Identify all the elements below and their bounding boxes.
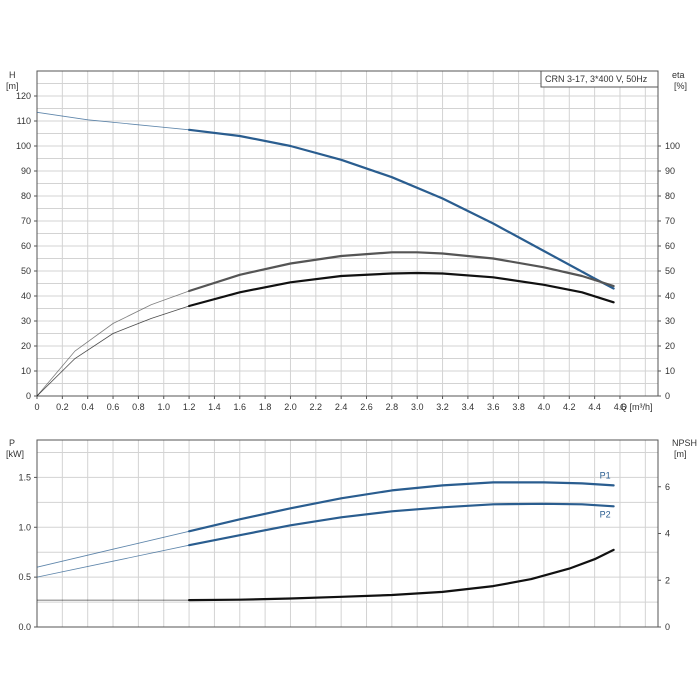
- x-tick-label: 1.2: [183, 402, 196, 412]
- x-tick-label: 0: [34, 402, 39, 412]
- x-tick-label: 0.2: [56, 402, 69, 412]
- left-tick-label: 50: [21, 266, 31, 276]
- bottom-panel: 0.0 0.5 1.0 1.5 0 2 4 6 P[kW] NPSH[m] P1 P2: [6, 438, 697, 632]
- series-npsh: [188, 548, 615, 602]
- left-tick-label: 1.0: [18, 522, 31, 532]
- legend-box: [540, 70, 659, 88]
- x-tick-label: 3.0: [411, 402, 424, 412]
- series-p1: [188, 481, 615, 533]
- series-eta_black-extrapolated: [36, 305, 190, 397]
- x-tick-label: 2.4: [335, 402, 348, 412]
- right-tick-label: 10: [665, 366, 675, 376]
- right-tick-label: 40: [665, 291, 675, 301]
- left-tick-label: 100: [16, 141, 31, 151]
- right-tick-label: 0: [665, 622, 670, 632]
- series-p1-extrapolated: [36, 530, 190, 568]
- right-tick-label: 4: [665, 529, 670, 539]
- series-eta_black: [188, 271, 615, 308]
- x-tick-label: 0.4: [81, 402, 94, 412]
- left-tick-label: 0.5: [18, 572, 31, 582]
- right-tick-label: 80: [665, 191, 675, 201]
- x-tick-label: 0.6: [107, 402, 120, 412]
- right-tick-label: 100: [665, 141, 680, 151]
- x-tick-label: 1.8: [259, 402, 272, 412]
- left-tick-label: 0: [26, 391, 31, 401]
- left-tick-label: 20: [21, 341, 31, 351]
- legend: CRN 3-17, 3*400 V, 50Hz: [540, 70, 659, 88]
- left-tick-label: 60: [21, 241, 31, 251]
- x-tick-label: 3.2: [436, 402, 449, 412]
- left-axis-title: P: [9, 438, 15, 448]
- x-tick-label: 2.6: [360, 402, 373, 412]
- left-tick-label: 1.5: [18, 472, 31, 482]
- left-tick-label: 80: [21, 191, 31, 201]
- x-tick-label: 2.2: [310, 402, 323, 412]
- left-tick-label: 120: [16, 91, 31, 101]
- left-axis-unit: [kW]: [6, 449, 24, 459]
- series-p2: [188, 502, 615, 547]
- left-tick-label: 0.0: [18, 622, 31, 632]
- left-tick-label: 110: [17, 116, 31, 126]
- x-tick-label: 1.4: [208, 402, 221, 412]
- series-h-extrapolated: [36, 111, 190, 131]
- x-axis-label: Q [m³/h]: [620, 402, 653, 412]
- right-axis-unit: [%]: [674, 81, 687, 91]
- series-eta_gray-extrapolated: [36, 290, 190, 397]
- left-axis-title: H: [9, 70, 16, 80]
- right-tick-label: 90: [665, 166, 675, 176]
- left-tick-label: 10: [21, 366, 31, 376]
- plot-frame: [36, 439, 659, 628]
- right-tick-label: 70: [665, 216, 675, 226]
- left-tick-label: 70: [21, 216, 31, 226]
- x-tick-label: 3.8: [512, 402, 525, 412]
- x-tick-label: 3.6: [487, 402, 500, 412]
- x-tick-label: 2.0: [284, 402, 297, 412]
- x-tick-label: 1.0: [157, 402, 170, 412]
- x-tick-label: 4.2: [563, 402, 576, 412]
- series-p2-extrapolated: [36, 544, 190, 578]
- series-eta_gray: [188, 251, 615, 293]
- left-tick-label: 90: [21, 166, 31, 176]
- series-label-p2: P2: [600, 509, 611, 519]
- x-tick-label: 2.8: [386, 402, 399, 412]
- left-tick-label: 40: [21, 291, 31, 301]
- right-tick-label: 50: [665, 266, 675, 276]
- x-tick-label: 0.8: [132, 402, 145, 412]
- legend-text: CRN 3-17, 3*400 V, 50Hz: [545, 74, 648, 84]
- x-tick-label: 4.6: [614, 402, 627, 412]
- right-axis-title: eta: [672, 70, 685, 80]
- x-tick-label: 4.4: [588, 402, 601, 412]
- right-tick-label: 30: [665, 316, 675, 326]
- x-tick-label: 1.6: [234, 402, 247, 412]
- right-tick-label: 60: [665, 241, 675, 251]
- right-tick-label: 0: [665, 391, 670, 401]
- right-axis-unit: [m]: [674, 449, 687, 459]
- x-tick-label: 4.0: [538, 402, 551, 412]
- plot-frame: [36, 70, 659, 397]
- series-h: [188, 128, 615, 290]
- right-tick-label: 6: [665, 482, 670, 492]
- right-axis-title: NPSH: [672, 438, 697, 448]
- left-tick-label: 30: [21, 316, 31, 326]
- series-label-p1: P1: [600, 470, 611, 480]
- x-tick-label: 3.4: [462, 402, 475, 412]
- right-tick-label: 20: [665, 341, 675, 351]
- right-tick-label: 2: [665, 575, 670, 585]
- left-axis-unit: [m]: [6, 81, 19, 91]
- top-panel: 0 10 20 30 40 50 60 70 80 90 100 110 120 0 10 20 30 40 50 6…: [6, 70, 687, 412]
